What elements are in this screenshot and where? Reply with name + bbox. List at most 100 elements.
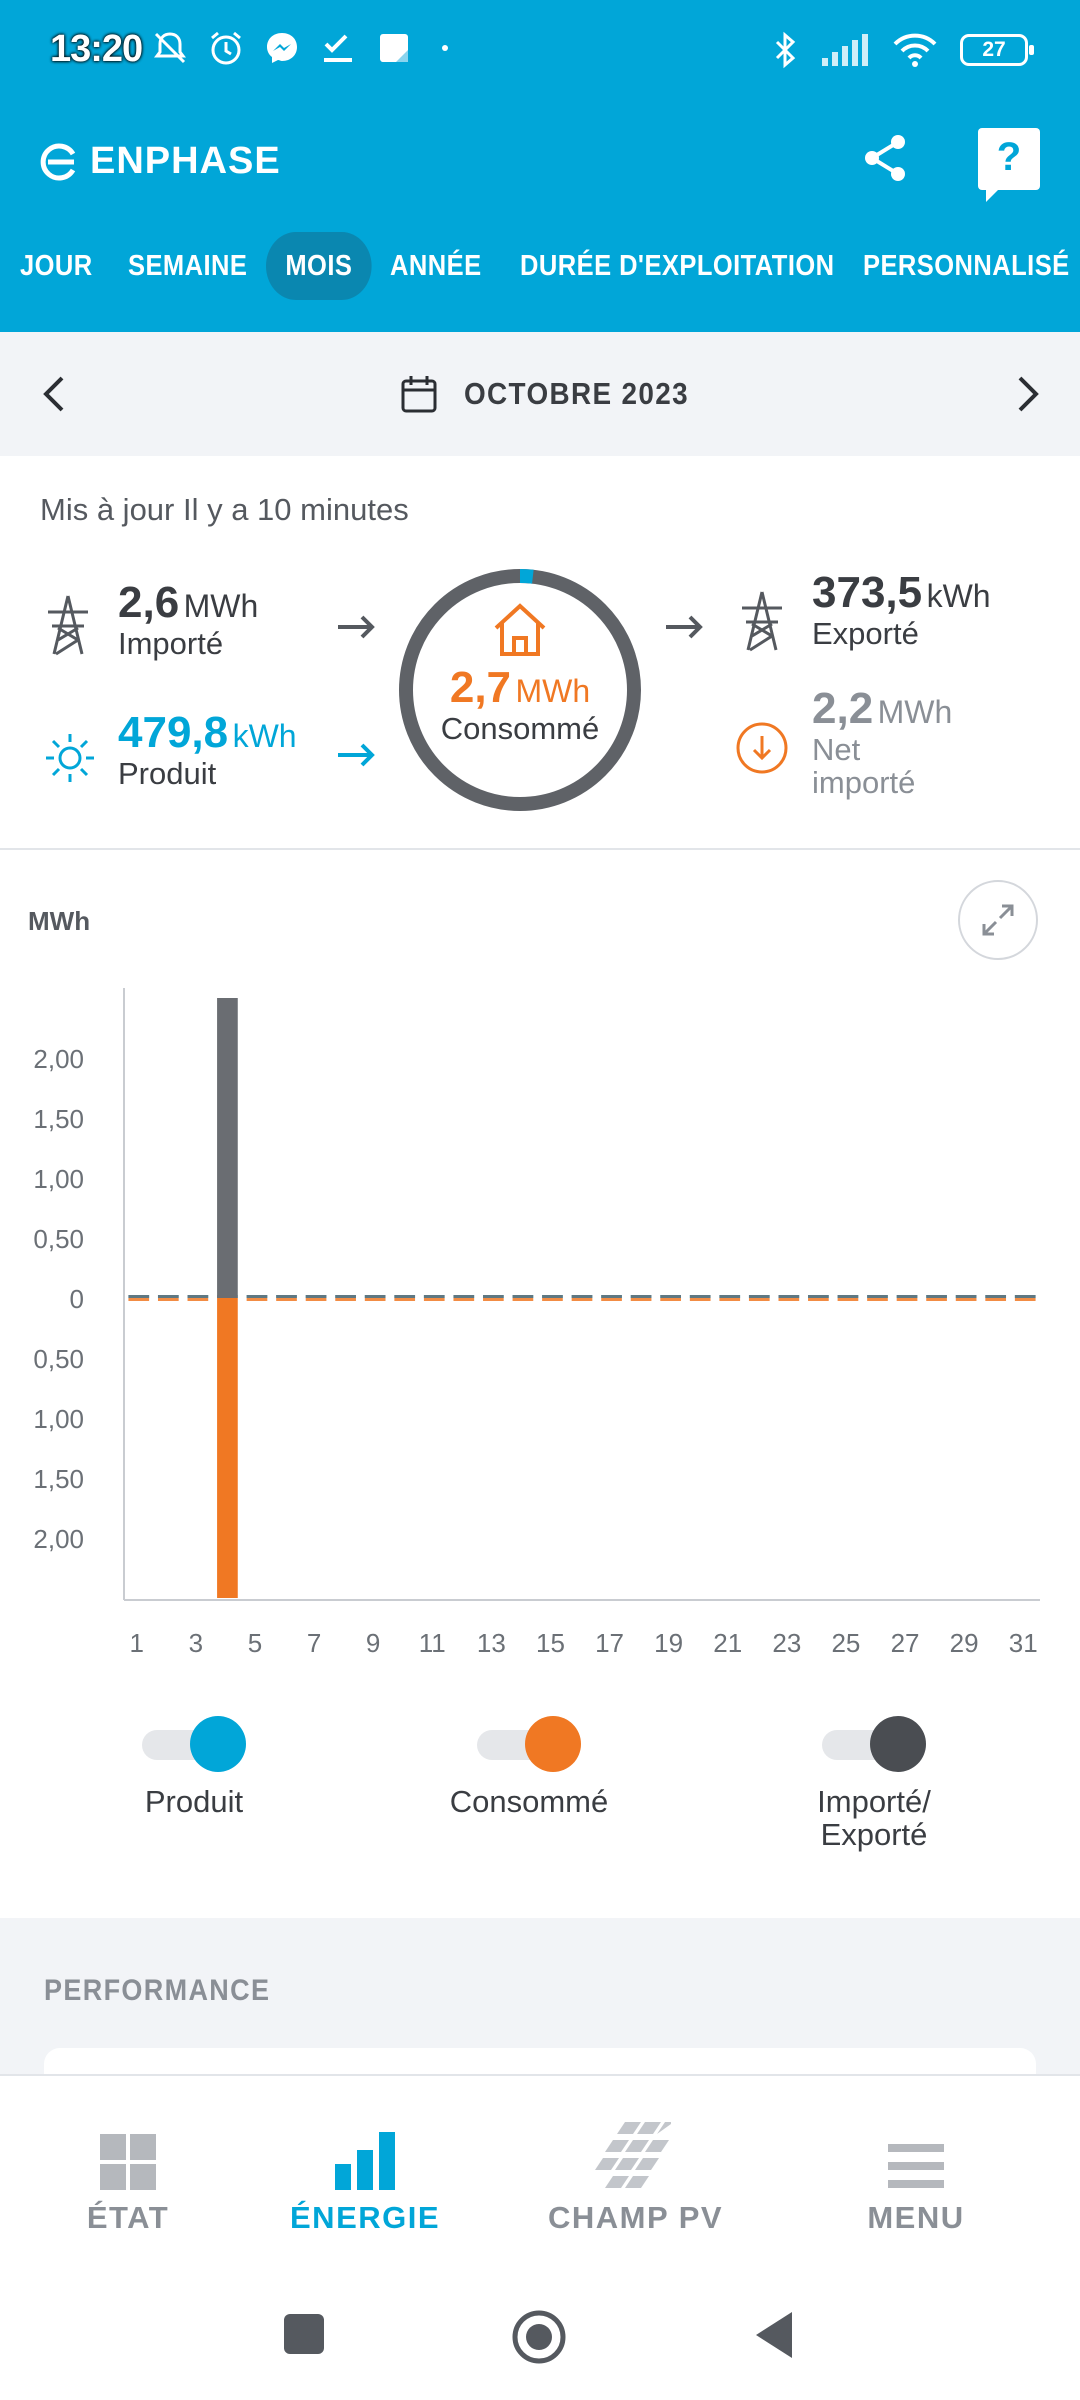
chart-y-tick-label: 0,50 — [33, 1344, 84, 1374]
legend-label-importe-exporte-2: Exporté — [820, 1816, 928, 1852]
enphase-logo: ENPHASE — [40, 140, 281, 183]
chart-bar-consomme — [276, 1298, 297, 1301]
chart-bar-importe-exporte — [601, 1295, 622, 1298]
legend-produit[interactable]: Produit — [128, 1716, 260, 1819]
legend-label-consomme: Consommé — [449, 1784, 609, 1819]
chart-bar-importe-exporte — [689, 1295, 711, 1298]
chart-bar-importe-exporte — [512, 1295, 534, 1298]
legend-label-importe-exporte-1: Importé/ — [817, 1784, 931, 1819]
share-button[interactable] — [856, 128, 916, 188]
chart-bar-consomme — [335, 1298, 356, 1301]
chart-bar-consomme — [985, 1298, 1007, 1301]
chart-x-tick-label: 5 — [248, 1628, 262, 1658]
solar-panel-icon — [595, 2122, 671, 2188]
share-icon — [865, 135, 905, 181]
bluetooth-icon — [772, 30, 798, 70]
expand-chart-button[interactable] — [958, 880, 1038, 960]
chart-bar-consomme — [955, 1298, 977, 1301]
legend-consomme[interactable]: Consommé — [434, 1716, 624, 1819]
tab-mois[interactable]: MOIS — [266, 232, 372, 300]
chart-x-tick-label: 21 — [713, 1628, 742, 1658]
next-period-button[interactable] — [998, 366, 1054, 422]
toggle-consomme[interactable] — [477, 1716, 581, 1772]
chart-bar-importe-exporte — [483, 1295, 504, 1298]
net-imported-unit: MWh — [877, 694, 953, 730]
alarm-icon — [206, 28, 246, 68]
previous-period-button[interactable] — [28, 366, 84, 422]
chart-bar-consomme — [571, 1298, 593, 1301]
chart-y-tick-label: 1,50 — [33, 1464, 84, 1494]
period-tabs: JOUR SEMAINE MOIS ANNÉE DURÉE D'EXPLOITA… — [0, 232, 1080, 300]
toggle-produit[interactable] — [142, 1716, 246, 1772]
exported-metric: 373,5 kWh Exporté — [812, 568, 991, 651]
chart-bar-consomme — [217, 1298, 238, 1598]
chart-bar-importe-exporte — [985, 1295, 1007, 1298]
chart-bar-importe-exporte — [157, 1295, 179, 1298]
house-icon — [494, 603, 546, 656]
chart-bar-importe-exporte — [571, 1295, 593, 1298]
chart-bar-importe-exporte — [305, 1295, 327, 1298]
chart-bar-consomme — [630, 1298, 652, 1301]
chart-bar-consomme — [453, 1298, 475, 1301]
chart-bar-consomme — [423, 1298, 445, 1301]
consumed-metric: 2,7 MWh Consommé — [396, 600, 644, 746]
chart-bar-importe-exporte — [187, 1295, 209, 1298]
nav-etat[interactable]: ÉTAT — [58, 2116, 198, 2236]
menu-icon — [888, 2144, 944, 2188]
chart-bar-consomme — [837, 1298, 859, 1301]
imported-unit: MWh — [183, 588, 259, 624]
chart-bar-consomme — [778, 1298, 800, 1301]
chart-bar-consomme — [187, 1298, 209, 1301]
chart-bar-consomme — [601, 1298, 622, 1301]
nav-energie[interactable]: ÉNERGIE — [290, 2116, 440, 2236]
tab-annee[interactable]: ANNÉE — [390, 250, 482, 282]
home-button[interactable] — [510, 2308, 568, 2366]
nav-label-energie: ÉNERGIE — [290, 2200, 441, 2235]
chart-bar-consomme — [128, 1298, 150, 1301]
produced-metric: 479,8 kWh Produit — [118, 708, 297, 791]
chart-bar-consomme — [305, 1298, 327, 1301]
tab-semaine[interactable]: SEMAINE — [128, 250, 248, 282]
sun-icon — [46, 734, 94, 782]
app-header: 13:20 — [0, 0, 1080, 332]
chart-y-axis-label: MWh — [28, 906, 91, 936]
recents-button[interactable] — [282, 2312, 326, 2356]
help-button[interactable]: ? — [978, 128, 1040, 202]
chart-bar-importe-exporte — [542, 1295, 563, 1298]
nav-menu[interactable]: MENU — [846, 2116, 986, 2236]
chart-bar-consomme — [926, 1298, 947, 1301]
period-label: OCTOBRE 2023 — [464, 376, 690, 411]
net-import-icon — [736, 722, 788, 774]
tab-personnalise[interactable]: PERSONNALISÉ — [863, 250, 1070, 282]
nav-champ-pv[interactable]: CHAMP PV — [548, 2116, 722, 2236]
chart-bar-importe-exporte — [630, 1295, 652, 1298]
period-selector[interactable]: OCTOBRE 2023 — [400, 366, 714, 422]
tab-duree-exploitation[interactable]: DURÉE D'EXPLOITATION — [520, 250, 835, 282]
chart-bar-importe-exporte — [660, 1295, 681, 1298]
tab-jour[interactable]: JOUR — [20, 250, 93, 282]
chart-bar-importe-exporte — [364, 1295, 386, 1298]
chart-y-tick-label: 0 — [70, 1284, 84, 1314]
chart-x-tick-label: 17 — [595, 1628, 624, 1658]
enphase-logo-icon — [40, 143, 76, 180]
chart-bar-importe-exporte — [778, 1295, 800, 1298]
legend-importe-exporte[interactable]: Importé/ Exporté — [794, 1716, 954, 1851]
chart-bar-consomme — [719, 1298, 741, 1301]
chart-bar-importe-exporte — [837, 1295, 859, 1298]
performance-section: PERFORMANCE — [0, 1918, 1080, 2088]
chart-bar-importe-exporte — [748, 1295, 770, 1298]
exported-unit: kWh — [926, 578, 991, 614]
messenger-icon — [262, 28, 302, 68]
toggle-importe-exporte[interactable] — [822, 1716, 926, 1772]
chart-x-tick-label: 9 — [366, 1628, 380, 1658]
performance-title: PERFORMANCE — [44, 1974, 271, 2007]
arrow-right-blue-icon — [338, 743, 375, 767]
chart-x-tick-label: 31 — [1009, 1628, 1038, 1658]
chart-x-tick-label: 1 — [130, 1628, 144, 1658]
chart-x-tick-label: 19 — [654, 1628, 683, 1658]
back-button[interactable] — [752, 2310, 796, 2360]
chart-y-tick-label: 0,50 — [33, 1224, 84, 1254]
note-icon — [374, 28, 414, 68]
chart-x-tick-label: 23 — [772, 1628, 801, 1658]
chart-bar-importe-exporte — [246, 1295, 268, 1298]
